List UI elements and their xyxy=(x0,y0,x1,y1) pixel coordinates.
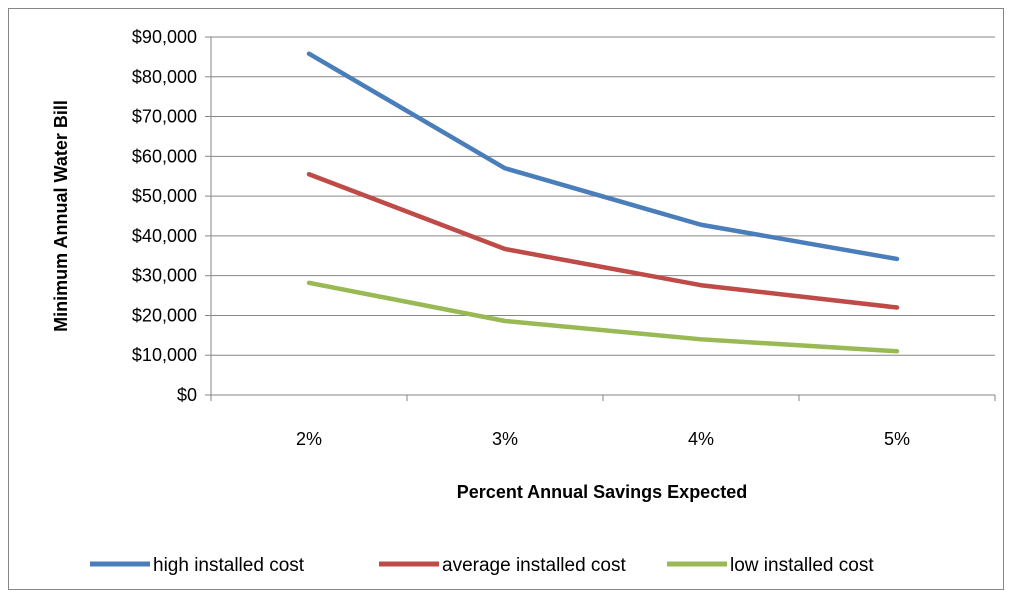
y-axis-title: Minimum Annual Water Bill xyxy=(51,100,71,332)
legend-label: high installed cost xyxy=(153,555,305,576)
x-tick-label: 4% xyxy=(688,429,714,449)
y-tick-label: $70,000 xyxy=(132,107,197,127)
axes xyxy=(210,37,995,396)
legend: high installed cost average installed cos… xyxy=(90,555,874,576)
y-tick-label: $40,000 xyxy=(132,226,197,246)
y-tick-label: $60,000 xyxy=(132,146,197,166)
series-line-3 xyxy=(306,280,900,354)
y-tick-label: $80,000 xyxy=(132,67,197,87)
y-tick-label: $10,000 xyxy=(132,345,197,365)
series-line-1 xyxy=(306,51,900,262)
x-tick-labels: 2% 3% 4% 5% xyxy=(296,429,910,449)
y-tick-label: $0 xyxy=(177,385,197,405)
x-axis-title: Percent Annual Savings Expected xyxy=(457,482,747,502)
y-tick-label: $20,000 xyxy=(132,305,197,325)
series-lines xyxy=(306,51,900,354)
x-tick-label: 2% xyxy=(296,429,322,449)
legend-label: average installed cost xyxy=(442,555,626,576)
gridlines xyxy=(205,36,996,401)
x-tick-label: 5% xyxy=(884,429,910,449)
legend-label: low installed cost xyxy=(730,555,874,576)
series-line-2 xyxy=(306,171,900,310)
x-tick-label: 3% xyxy=(492,429,518,449)
y-tick-labels: $0 $10,000 $20,000 $30,000 $40,000 $50,000 $60… xyxy=(132,27,197,405)
y-tick-label: $90,000 xyxy=(132,27,197,47)
y-tick-label: $50,000 xyxy=(132,186,197,206)
y-tick-label: $30,000 xyxy=(132,266,197,286)
